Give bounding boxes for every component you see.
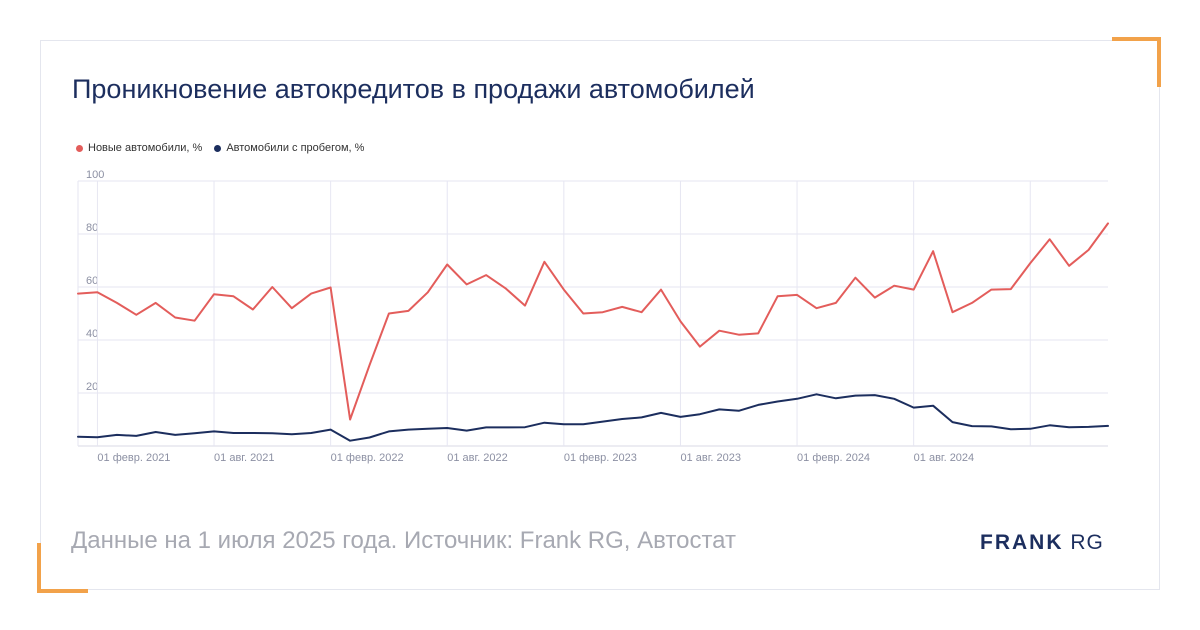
y-tick-label: 60 (86, 275, 98, 287)
series-line-used-cars (77, 393, 1109, 442)
legend-label-used: Автомобили с пробегом, % (226, 142, 365, 154)
x-tick-label: 01 авг. 2024 (914, 452, 975, 464)
y-tick-label: 100 (86, 169, 104, 181)
series-line-new-cars (77, 222, 1109, 421)
corner-accent-bottom-left (37, 543, 88, 593)
x-tick-label: 01 февр. 2022 (331, 452, 404, 464)
y-tick-label: 80 (86, 222, 98, 234)
legend-item-used[interactable]: Автомобили с пробегом, % (214, 142, 364, 154)
logo-rg: RG (1070, 531, 1104, 554)
x-tick-label: 01 авг. 2022 (447, 452, 508, 464)
legend-label-new: Новые автомобили, % (88, 142, 203, 154)
x-tick-label: 01 авг. 2023 (680, 452, 741, 464)
x-tick-label: 01 февр. 2024 (797, 452, 870, 464)
chart-legend: Новые автомобили, % Автомобили с пробего… (76, 142, 364, 154)
x-tick-label: 01 авг. 2021 (214, 452, 275, 464)
logo-frank: FRANK (980, 531, 1064, 554)
y-tick-label: 40 (86, 328, 98, 340)
legend-item-new[interactable]: Новые автомобили, % (76, 142, 202, 154)
x-tick-label: 01 февр. 2021 (97, 452, 170, 464)
frank-rg-logo: FRANK RG (980, 531, 1104, 555)
legend-marker-new (76, 144, 83, 152)
legend-marker-used (214, 144, 222, 152)
chart-title: Проникновение автокредитов в продажи авт… (72, 74, 755, 104)
chart-card (40, 40, 1160, 590)
source-note: Данные на 1 июля 2025 года. Источник: Fr… (71, 527, 736, 554)
corner-accent-top-right (1112, 37, 1161, 87)
y-tick-label: 20 (86, 381, 98, 393)
x-tick-label: 01 февр. 2023 (564, 452, 637, 464)
